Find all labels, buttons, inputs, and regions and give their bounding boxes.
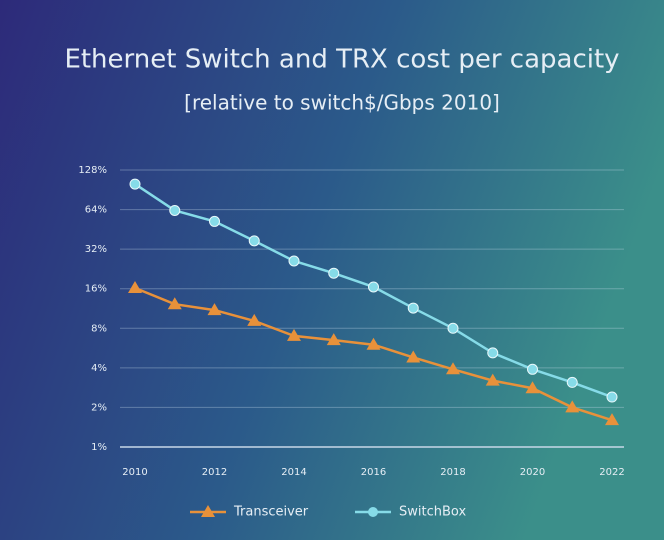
marker: [368, 281, 379, 293]
legend-marker: [368, 507, 378, 517]
x-tick-label: 2016: [361, 467, 386, 478]
marker: [366, 337, 381, 350]
legend-label: Transceiver: [233, 505, 309, 520]
y-tick-label: 128%: [78, 165, 107, 176]
marker: [606, 391, 618, 403]
y-tick-label: 4%: [91, 363, 107, 374]
marker: [525, 381, 540, 394]
marker: [566, 376, 578, 388]
marker: [207, 303, 222, 316]
marker: [407, 302, 419, 314]
y-tick-label: 1%: [91, 442, 107, 453]
marker: [288, 255, 300, 267]
marker: [247, 313, 262, 326]
marker: [248, 235, 260, 247]
marker: [167, 297, 182, 310]
marker: [446, 362, 460, 375]
marker: [487, 347, 499, 359]
marker: [447, 322, 459, 334]
marker: [326, 333, 341, 346]
x-tick-label: 2018: [440, 467, 465, 478]
marker: [485, 373, 500, 386]
legend-marker: [201, 505, 215, 517]
x-tick-label: 2012: [202, 467, 227, 478]
y-tick-label: 32%: [85, 244, 107, 255]
chart-subtitle: [relative to switch$/Gbps 2010]: [184, 91, 500, 115]
x-tick-label: 2020: [520, 467, 545, 478]
marker: [209, 215, 220, 227]
marker: [129, 178, 141, 190]
y-tick-label: 8%: [91, 323, 107, 334]
marker: [527, 363, 538, 375]
marker: [128, 281, 142, 294]
x-tick-label: 2010: [122, 467, 147, 478]
legend-label: SwitchBox: [399, 505, 466, 520]
marker: [169, 204, 181, 216]
marker: [565, 400, 580, 413]
x-tick-label: 2014: [281, 467, 306, 478]
marker: [406, 350, 421, 363]
marker: [605, 413, 619, 426]
marker: [287, 328, 301, 341]
y-tick-label: 16%: [85, 284, 107, 295]
y-tick-label: 2%: [91, 402, 107, 413]
y-tick-label: 64%: [85, 205, 107, 216]
x-tick-label: 2022: [599, 467, 624, 478]
chart-title: Ethernet Switch and TRX cost per capacit…: [64, 45, 619, 75]
marker: [328, 267, 340, 279]
